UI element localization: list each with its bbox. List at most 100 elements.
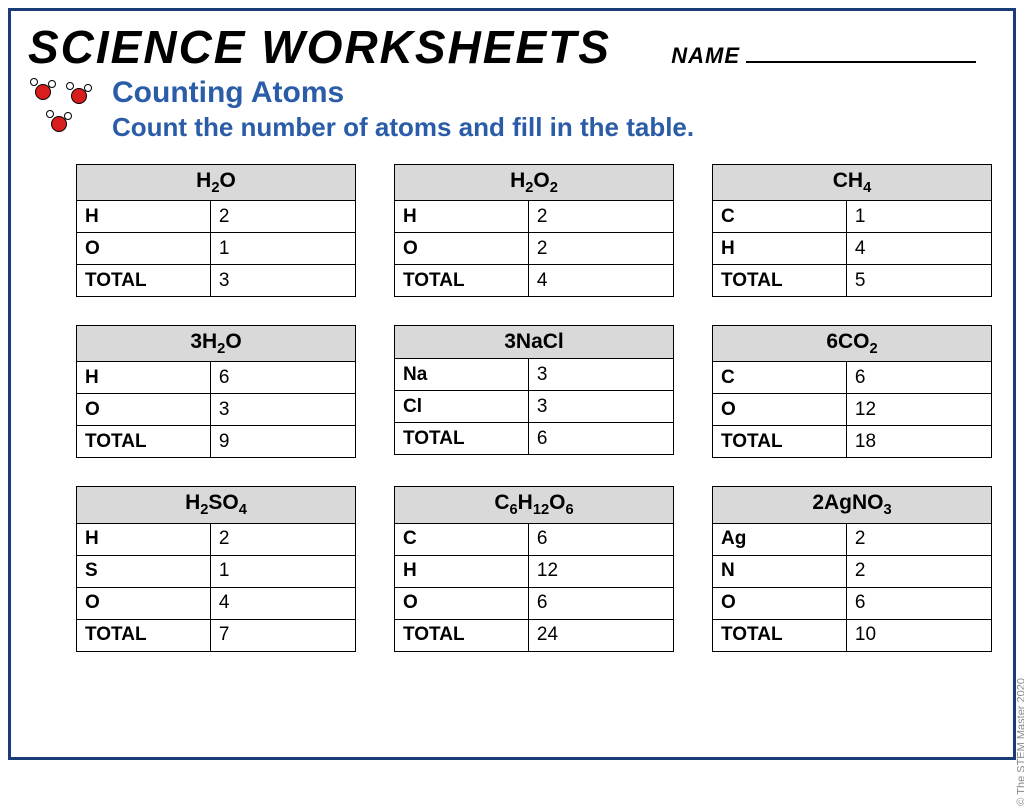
formula-header: 3NaCl [395,326,674,359]
atom-count[interactable]: 4 [846,233,991,265]
atom-count[interactable]: 1 [210,555,355,587]
element-label: N [713,555,847,587]
atom-count[interactable]: 3 [210,394,355,426]
atom-count[interactable]: 5 [846,265,991,297]
header-row: SCIENCE WORKSHEETS NAME [28,20,996,74]
atom-count[interactable]: 2 [528,201,673,233]
name-block: NAME [671,43,976,69]
atom-card: 2AgNO3Ag2N2O6TOTAL10 [712,486,992,651]
atom-count[interactable]: 18 [846,426,991,458]
element-label: TOTAL [395,423,529,455]
table-row: TOTAL24 [395,619,674,651]
table-row: TOTAL9 [77,426,356,458]
atom-count[interactable]: 10 [846,619,991,651]
atom-card: CH4C1H4TOTAL5 [712,164,992,297]
element-label: O [395,233,529,265]
table-row: TOTAL3 [77,265,356,297]
element-label: H [77,523,211,555]
table-row: O3 [77,394,356,426]
atom-count[interactable]: 6 [528,587,673,619]
atom-count[interactable]: 2 [210,523,355,555]
table-row: TOTAL7 [77,619,356,651]
atom-count[interactable]: 12 [846,394,991,426]
element-label: H [395,201,529,233]
formula-header: 6CO2 [713,326,992,362]
table-row: O12 [713,394,992,426]
element-label: TOTAL [713,619,847,651]
atom-count[interactable]: 2 [846,555,991,587]
element-label: C [395,523,529,555]
formula-header: 2AgNO3 [713,487,992,523]
atom-count[interactable]: 3 [528,391,673,423]
element-label: H [713,233,847,265]
atom-count[interactable]: 6 [846,587,991,619]
atom-count[interactable]: 9 [210,426,355,458]
table-row: O1 [77,233,356,265]
atom-count[interactable]: 6 [528,423,673,455]
atom-card: H2O2H2O2TOTAL4 [394,164,674,297]
table-row: H6 [77,362,356,394]
atom-count[interactable]: 6 [210,362,355,394]
element-label: Cl [395,391,529,423]
element-label: TOTAL [395,265,529,297]
worksheet-content: SCIENCE WORKSHEETS NAME Counting Atoms C… [28,20,996,748]
table-row: C6 [713,362,992,394]
copyright-text: © The STEM Master 2020 [1016,678,1024,806]
atom-count[interactable]: 1 [846,201,991,233]
formula-header: H2SO4 [77,487,356,523]
atom-count[interactable]: 1 [210,233,355,265]
table-row: Cl3 [395,391,674,423]
table-row: TOTAL10 [713,619,992,651]
table-row: O2 [395,233,674,265]
name-label: NAME [671,43,740,69]
element-label: TOTAL [77,265,211,297]
element-label: TOTAL [713,426,847,458]
molecule-icon [28,76,102,146]
element-label: O [77,587,211,619]
element-label: TOTAL [713,265,847,297]
atom-count[interactable]: 2 [528,233,673,265]
table-row: N2 [713,555,992,587]
subheader-row: Counting Atoms Count the number of atoms… [28,76,996,146]
atom-count[interactable]: 24 [528,619,673,651]
atom-card: C6H12O6C6H12O6TOTAL24 [394,486,674,651]
atom-card: 3H2OH6O3TOTAL9 [76,325,356,458]
table-row: O6 [395,587,674,619]
atom-card: 6CO2C6O12TOTAL18 [712,325,992,458]
atom-count[interactable]: 6 [846,362,991,394]
formula-header: 3H2O [77,326,356,362]
element-label: Na [395,359,529,391]
atom-count[interactable]: 4 [210,587,355,619]
element-label: H [77,362,211,394]
atom-count[interactable]: 12 [528,555,673,587]
atom-count[interactable]: 3 [210,265,355,297]
name-input-line[interactable] [746,61,976,63]
atom-count[interactable]: 2 [210,201,355,233]
element-label: S [77,555,211,587]
atom-count[interactable]: 6 [528,523,673,555]
atom-count[interactable]: 3 [528,359,673,391]
table-row: H4 [713,233,992,265]
atom-count[interactable]: 4 [528,265,673,297]
table-row: O6 [713,587,992,619]
element-label: O [713,394,847,426]
table-row: TOTAL4 [395,265,674,297]
subheader-text: Counting Atoms Count the number of atoms… [112,76,694,143]
table-row: C6 [395,523,674,555]
table-row: H2 [77,201,356,233]
formula-header: H2O2 [395,165,674,201]
atom-count[interactable]: 7 [210,619,355,651]
table-row: H2 [395,201,674,233]
table-row: S1 [77,555,356,587]
cards-grid: H2OH2O1TOTAL3H2O2H2O2TOTAL4CH4C1H4TOTAL5… [76,164,996,652]
instruction: Count the number of atoms and fill in th… [112,112,694,143]
atom-card: 3NaClNa3Cl3TOTAL6 [394,325,674,458]
element-label: Ag [713,523,847,555]
element-label: O [395,587,529,619]
element-label: TOTAL [395,619,529,651]
formula-header: CH4 [713,165,992,201]
table-row: H2 [77,523,356,555]
atom-count[interactable]: 2 [846,523,991,555]
element-label: TOTAL [77,619,211,651]
element-label: H [395,555,529,587]
